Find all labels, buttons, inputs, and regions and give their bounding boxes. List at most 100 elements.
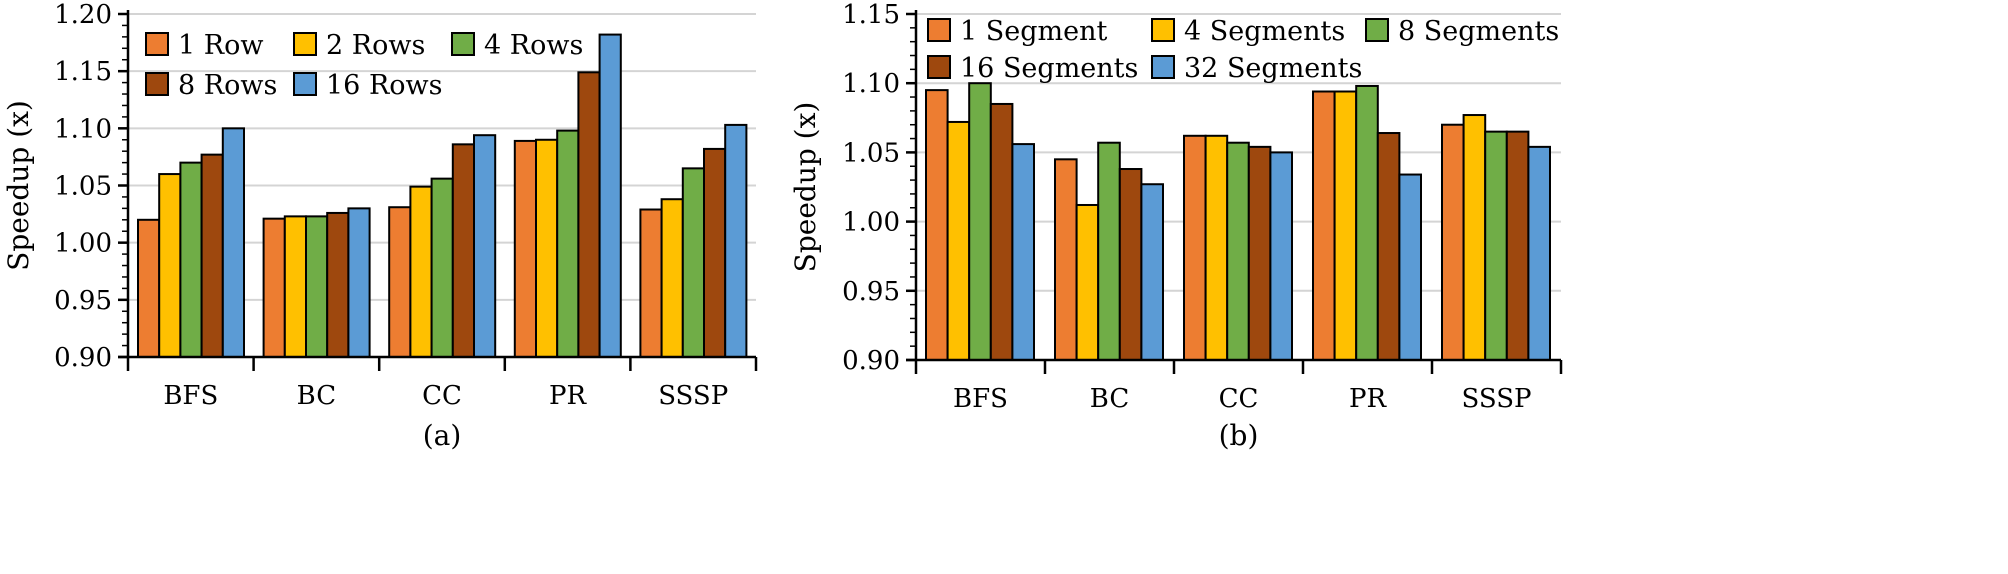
bar-bfs-4	[221, 127, 246, 358]
x-tick-label: PR	[1349, 384, 1387, 414]
legend-swatch	[1151, 18, 1175, 42]
x-tick-label: CC	[422, 381, 462, 411]
chart-b-y-tick-labels: 0.90 0.95 1.00 1.05 1.10 1.15	[842, 0, 900, 376]
chart-a-legend: 1 Row 2 Rows 4 Rows 8 Rows 16 Rows	[145, 30, 583, 101]
bar-sssp-3	[1505, 130, 1530, 361]
bar-bfs-0	[925, 89, 949, 362]
x-tick-label: BC	[1090, 384, 1129, 414]
legend-swatch	[1365, 18, 1389, 42]
bar-bfs-0	[137, 218, 161, 358]
legend-swatch	[293, 32, 317, 56]
bar-cc-4	[473, 134, 497, 358]
x-tick-label: BC	[297, 381, 336, 411]
bar-sssp-1	[660, 198, 684, 358]
chart-b: 0.90 0.95 1.00 1.05 1.10 1.15 BFS BC CC PR SSSP S…	[789, 0, 1563, 452]
legend-swatch	[145, 32, 169, 56]
bar-cc-2	[1226, 141, 1250, 361]
bar-pr-3	[577, 71, 601, 358]
chart-b-axes	[906, 10, 1563, 374]
bar-bfs-3	[200, 153, 224, 358]
bar-bfs-1	[946, 120, 971, 362]
bar-bc-2	[305, 215, 329, 358]
x-tick-label: BFS	[163, 381, 218, 411]
chart-b-bars	[925, 82, 1552, 362]
x-tick-label: SSSP	[1461, 384, 1531, 414]
bar-sssp-0	[1441, 123, 1465, 361]
legend-swatch	[145, 72, 169, 96]
bar-bc-4	[1140, 183, 1165, 361]
bar-bfs-2	[968, 82, 992, 361]
bar-bc-1	[283, 215, 307, 358]
bar-sssp-2	[681, 167, 705, 358]
bar-bc-1	[1075, 203, 1100, 361]
legend-label: 4 Segments	[1184, 16, 1345, 47]
legend-label: 8 Rows	[178, 70, 277, 101]
x-tick-label: PR	[549, 381, 587, 411]
y-tick-label: 1.05	[54, 172, 112, 202]
bar-pr-4	[1398, 173, 1423, 361]
legend-label: 2 Rows	[326, 30, 425, 61]
bar-bc-2	[1097, 141, 1121, 361]
bar-sssp-3	[703, 147, 727, 358]
y-tick-label: 1.15	[842, 0, 900, 30]
chart-b-x-tick-labels: BFS BC CC PR SSSP	[953, 384, 1531, 414]
y-tick-label: 0.90	[842, 346, 900, 376]
bar-pr-3	[1376, 132, 1401, 361]
legend-label: 32 Segments	[1184, 53, 1362, 84]
y-tick-label: 1.10	[54, 114, 112, 144]
bar-cc-0	[1183, 134, 1207, 361]
bar-pr-2	[556, 129, 580, 358]
bar-sssp-1	[1462, 114, 1487, 361]
bar-bc-4	[347, 207, 371, 358]
bar-pr-0	[513, 139, 537, 358]
y-tick-label: 1.15	[54, 57, 112, 87]
bar-sssp-2	[1484, 130, 1508, 361]
bar-cc-4	[1269, 151, 1294, 361]
y-tick-label: 1.20	[54, 0, 112, 30]
bar-bc-0	[1054, 158, 1078, 361]
legend-label: 16 Rows	[326, 70, 443, 101]
legend-label: 4 Rows	[484, 30, 583, 61]
bar-pr-1	[1333, 90, 1358, 361]
chart-a-x-tick-labels: BFS BC CC PR SSSP	[163, 381, 728, 411]
y-tick-label: 1.10	[842, 69, 900, 99]
bar-sssp-4	[724, 123, 748, 358]
bar-bfs-2	[179, 161, 203, 358]
y-tick-label: 1.00	[54, 229, 112, 259]
chart-b-legend: 1 Segment 4 Segments 8 Segments 16 Segments…	[927, 16, 1559, 84]
chart-a-caption: (a)	[423, 419, 462, 452]
bar-bc-3	[326, 211, 350, 358]
bar-sssp-0	[639, 208, 663, 358]
chart-a-bars	[137, 33, 748, 359]
bar-bfs-3	[989, 102, 1014, 362]
bar-pr-1	[535, 138, 559, 358]
x-tick-label: BFS	[953, 384, 1008, 414]
legend-label: 1 Row	[178, 30, 263, 61]
bar-bc-0	[262, 217, 286, 358]
bar-bfs-1	[158, 173, 182, 358]
chart-a-axes	[118, 10, 758, 371]
bar-pr-0	[1312, 90, 1336, 361]
chart-b-caption: (b)	[1219, 419, 1259, 452]
y-tick-label: 0.90	[54, 343, 112, 373]
legend-label: 16 Segments	[960, 53, 1138, 84]
legend-swatch	[293, 72, 317, 96]
legend-label: 1 Segment	[960, 16, 1107, 47]
bar-pr-4	[598, 33, 622, 359]
bar-cc-0	[388, 206, 412, 358]
chart-a: 0.90 0.95 1.00 1.05 1.10 1.15 1.20 BFS BC CC PR SS…	[2, 0, 758, 452]
x-tick-label: CC	[1219, 384, 1259, 414]
y-tick-label: 1.00	[842, 208, 900, 238]
legend-swatch	[451, 32, 475, 56]
legend-swatch	[1151, 55, 1175, 79]
bar-bfs-4	[1011, 143, 1036, 361]
bar-cc-3	[451, 143, 475, 358]
bar-cc-3	[1247, 145, 1272, 361]
y-tick-label: 1.05	[842, 138, 900, 168]
chart-a-y-axis-label: Speedup (x)	[2, 100, 35, 271]
chart-b-y-axis-label: Speedup (x)	[789, 102, 822, 273]
bar-cc-1	[1204, 134, 1229, 361]
bar-bc-3	[1118, 168, 1143, 361]
bar-sssp-4	[1527, 145, 1552, 361]
